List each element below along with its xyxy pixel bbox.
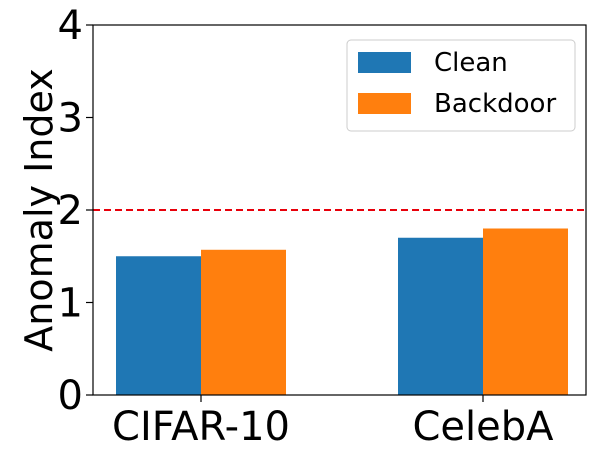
y-tick-label: 4: [58, 3, 83, 49]
bars-layer: [116, 228, 568, 395]
legend-label-backdoor: Backdoor: [434, 89, 556, 119]
legend-label-clean: Clean: [434, 48, 508, 78]
y-axis-label: Anomaly Index: [17, 68, 61, 351]
y-tick-label: 2: [58, 188, 83, 234]
y-tick-label: 0: [58, 373, 83, 419]
legend-swatch-clean: [358, 52, 411, 73]
x-tick-label: CIFAR-10: [112, 404, 290, 450]
bar-clean-celeba: [398, 237, 483, 395]
y-tick-label: 1: [58, 281, 83, 327]
legend-swatch-backdoor: [358, 93, 411, 114]
x-axis: CIFAR-10 CelebA: [112, 395, 554, 450]
bar-backdoor-cifar-10: [201, 249, 286, 395]
x-tick-label: CelebA: [412, 404, 554, 450]
y-axis: 0 1 2 3 4: [58, 3, 93, 419]
bar-clean-cifar-10: [116, 256, 201, 395]
y-tick-label: 3: [58, 96, 83, 142]
legend: Clean Backdoor: [346, 39, 576, 132]
bar-backdoor-celeba: [483, 228, 568, 395]
